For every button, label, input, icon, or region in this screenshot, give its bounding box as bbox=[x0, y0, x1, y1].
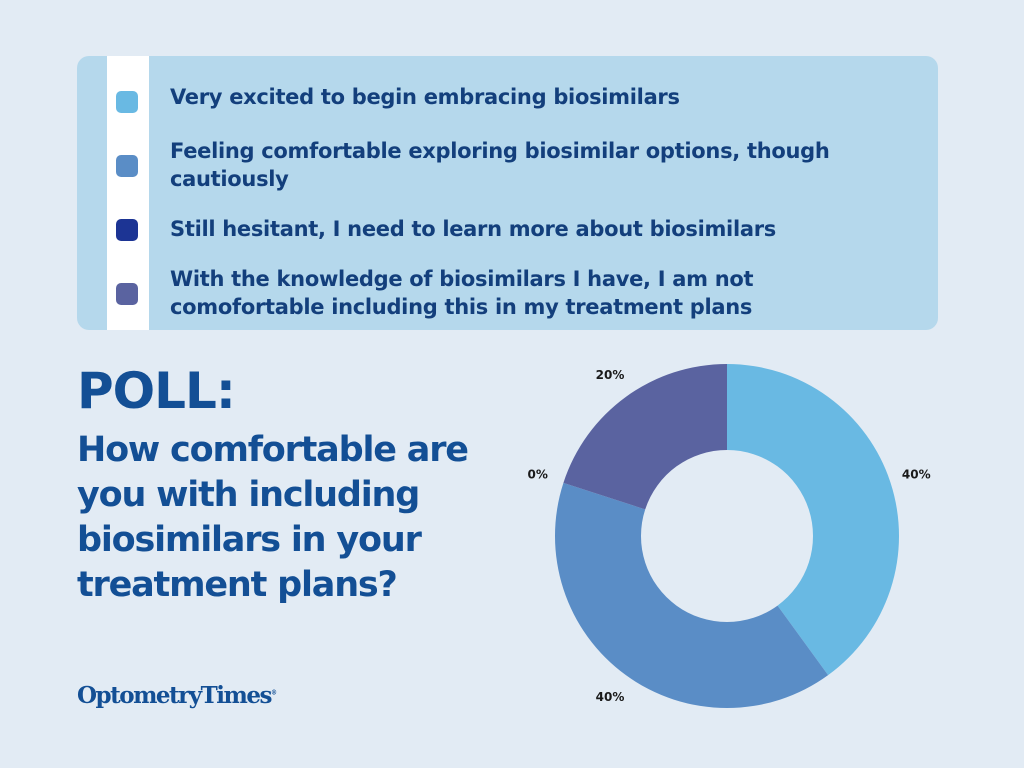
legend-label: Feeling comfortable exploring biosimilar… bbox=[170, 139, 830, 191]
slice-label: 20% bbox=[596, 368, 625, 382]
legend-swatch bbox=[116, 91, 138, 113]
slice-label: 40% bbox=[596, 690, 625, 704]
legend-panel: Very excited to begin embracing biosimil… bbox=[77, 56, 938, 330]
legend-label: Very excited to begin embracing biosimil… bbox=[170, 85, 680, 109]
legend-swatch bbox=[116, 219, 138, 241]
brand-name: OptometryTimes bbox=[77, 682, 272, 709]
slice-label: 40% bbox=[902, 468, 931, 482]
legend-swatch bbox=[116, 283, 138, 305]
brand-mark: ® bbox=[270, 689, 277, 697]
legend-swatch bbox=[116, 155, 138, 177]
poll-question: How comfortable are you with including b… bbox=[77, 430, 469, 605]
donut-slice bbox=[563, 364, 727, 510]
donut-slice bbox=[555, 482, 829, 708]
legend-label: Still hesitant, I need to learn more abo… bbox=[170, 217, 776, 241]
brand-logo: OptometryTimes® bbox=[77, 682, 277, 709]
donut-slice bbox=[727, 364, 899, 676]
legend-label: With the knowledge of biosimilars I have… bbox=[170, 267, 754, 319]
poll-title: POLL: bbox=[77, 362, 236, 420]
donut-chart: 40% 40% 0% 20% bbox=[528, 364, 931, 708]
slice-label: 0% bbox=[528, 468, 548, 482]
